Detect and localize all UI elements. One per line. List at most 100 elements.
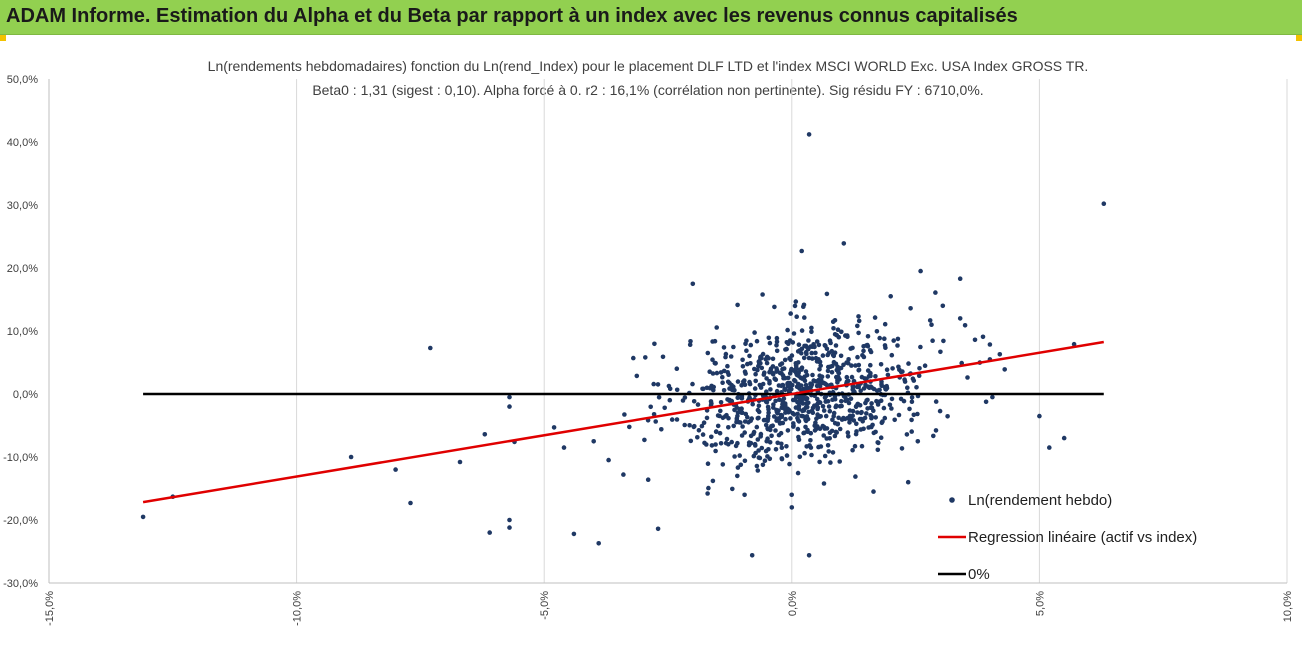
data-point <box>749 416 754 421</box>
data-point <box>718 400 724 405</box>
data-point <box>927 318 933 323</box>
data-point <box>855 354 860 360</box>
data-point <box>756 409 762 415</box>
data-point <box>627 424 632 430</box>
data-point <box>856 362 862 368</box>
data-point <box>393 467 398 472</box>
data-point <box>810 410 816 416</box>
data-point <box>735 379 741 384</box>
data-point <box>906 361 911 366</box>
data-point <box>701 420 707 426</box>
data-point <box>825 368 831 374</box>
data-point <box>904 432 910 437</box>
data-point <box>768 427 773 433</box>
data-point <box>837 459 842 464</box>
data-point <box>787 461 792 467</box>
data-point <box>800 401 806 406</box>
data-point <box>809 329 814 335</box>
data-point <box>690 281 696 287</box>
data-point <box>839 417 845 422</box>
data-point <box>850 387 855 392</box>
data-point <box>789 505 795 510</box>
data-point <box>739 406 744 412</box>
data-point <box>785 380 791 386</box>
data-point <box>823 343 828 349</box>
data-point <box>784 444 789 449</box>
data-point <box>844 374 850 380</box>
data-point <box>861 426 866 432</box>
data-point <box>793 299 799 304</box>
data-point <box>836 415 841 421</box>
data-point <box>794 365 799 371</box>
data-point <box>875 440 880 445</box>
data-point <box>785 327 790 333</box>
data-point <box>779 445 785 451</box>
data-point <box>720 380 725 386</box>
data-point <box>922 363 928 369</box>
data-point <box>972 337 978 343</box>
data-point <box>796 370 801 376</box>
x-tick-label: 0,0% <box>787 591 799 616</box>
data-point <box>806 346 811 352</box>
data-point <box>796 399 802 405</box>
data-point <box>767 440 773 445</box>
data-point <box>773 447 779 452</box>
data-point <box>859 374 865 380</box>
data-point <box>880 419 885 424</box>
data-point <box>713 448 718 454</box>
data-point <box>634 373 640 379</box>
data-point <box>740 364 746 369</box>
data-point <box>760 462 766 468</box>
data-point <box>892 417 897 423</box>
data-point <box>855 323 860 329</box>
data-point <box>752 366 757 372</box>
data-point <box>915 411 920 417</box>
data-point <box>852 443 858 449</box>
data-point <box>659 427 664 432</box>
data-point <box>847 408 853 413</box>
data-point <box>789 492 794 498</box>
data-point <box>725 379 731 385</box>
data-point <box>704 415 710 421</box>
data-point <box>140 514 146 520</box>
data-point <box>766 335 772 341</box>
data-point <box>710 478 716 484</box>
chart-title-line-2: Beta0 : 1,31 (sigest : 0,10). Alpha forc… <box>312 82 983 98</box>
data-point <box>895 336 901 342</box>
scatter-chart: Ln(rendements hebdomadaires) fonction du… <box>3 58 1294 626</box>
data-point <box>507 404 512 409</box>
data-point <box>900 369 905 374</box>
data-point <box>791 423 796 429</box>
data-point <box>730 486 735 492</box>
data-point <box>867 385 872 391</box>
data-point <box>849 374 855 380</box>
data-point <box>787 408 792 414</box>
data-point <box>868 362 873 368</box>
data-point <box>713 442 718 447</box>
data-point <box>821 424 827 430</box>
data-point <box>621 472 626 477</box>
data-point <box>850 447 855 453</box>
data-point <box>832 433 838 439</box>
data-point <box>806 553 812 558</box>
data-point <box>869 401 874 406</box>
data-point <box>783 405 788 410</box>
data-point <box>786 341 791 347</box>
y-tick-label: -10,0% <box>3 452 38 464</box>
data-point <box>863 343 869 348</box>
data-point <box>725 363 730 369</box>
data-point <box>940 303 946 309</box>
data-point <box>931 433 936 439</box>
data-point <box>877 335 882 341</box>
data-point <box>1002 367 1007 372</box>
x-tick-label: 10,0% <box>1282 591 1294 622</box>
x-tick-label: -15,0% <box>44 591 56 626</box>
data-point <box>735 465 741 470</box>
data-point <box>851 418 857 423</box>
data-point <box>591 439 596 444</box>
data-point <box>766 447 771 452</box>
data-point <box>806 385 812 391</box>
data-point <box>801 430 806 436</box>
data-point <box>714 370 720 376</box>
data-point <box>1037 413 1042 419</box>
